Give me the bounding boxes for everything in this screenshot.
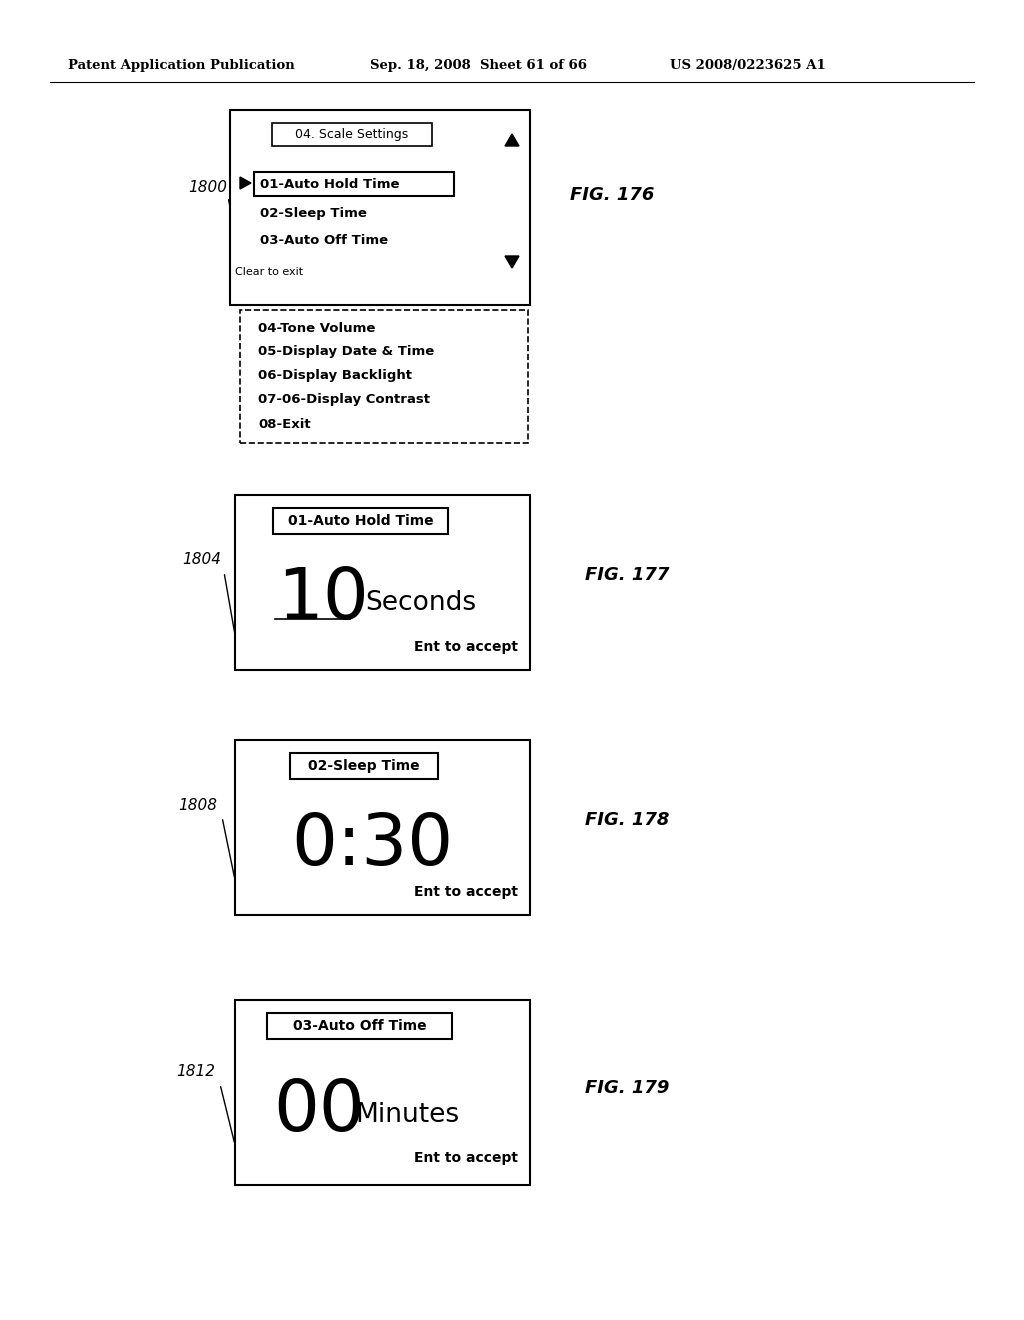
Bar — [240, 310, 528, 444]
Text: 01-Auto Hold Time: 01-Auto Hold Time — [288, 513, 433, 528]
Bar — [272, 123, 432, 147]
Text: FIG. 176: FIG. 176 — [570, 186, 654, 205]
Bar — [234, 495, 530, 671]
Polygon shape — [505, 256, 519, 268]
Bar — [273, 508, 449, 535]
Text: 02-Sleep Time: 02-Sleep Time — [260, 206, 367, 219]
Text: 08-Exit: 08-Exit — [258, 417, 310, 430]
Text: 1800: 1800 — [188, 180, 227, 194]
Text: Minutes: Minutes — [355, 1102, 459, 1129]
Polygon shape — [240, 177, 251, 189]
Text: Seconds: Seconds — [365, 590, 476, 616]
Text: 07-06-Display Contrast: 07-06-Display Contrast — [258, 393, 430, 407]
Text: 02-Sleep Time: 02-Sleep Time — [308, 759, 420, 774]
Text: Ent to accept: Ent to accept — [414, 640, 518, 653]
Polygon shape — [505, 135, 519, 147]
Bar — [230, 110, 530, 305]
Text: 06-Display Backlight: 06-Display Backlight — [258, 370, 412, 383]
Bar — [254, 172, 454, 195]
Text: 1804: 1804 — [182, 553, 221, 568]
Bar — [234, 1001, 530, 1185]
Bar — [267, 1012, 452, 1039]
Text: Ent to accept: Ent to accept — [414, 1151, 518, 1166]
Text: 03-Auto Off Time: 03-Auto Off Time — [293, 1019, 426, 1034]
Text: 1812: 1812 — [176, 1064, 215, 1080]
Text: 10: 10 — [278, 565, 369, 635]
Text: FIG. 179: FIG. 179 — [585, 1078, 670, 1097]
Text: 0:30: 0:30 — [292, 810, 454, 879]
Text: Ent to accept: Ent to accept — [414, 884, 518, 899]
Text: 01-Auto Hold Time: 01-Auto Hold Time — [260, 177, 399, 190]
Text: Clear to exit: Clear to exit — [234, 267, 303, 277]
Text: US 2008/0223625 A1: US 2008/0223625 A1 — [670, 58, 825, 71]
Text: Sep. 18, 2008  Sheet 61 of 66: Sep. 18, 2008 Sheet 61 of 66 — [370, 58, 587, 71]
Text: 03-Auto Off Time: 03-Auto Off Time — [260, 234, 388, 247]
Bar — [234, 741, 530, 915]
Text: 04. Scale Settings: 04. Scale Settings — [295, 128, 409, 141]
Text: 1808: 1808 — [178, 797, 217, 813]
Text: FIG. 177: FIG. 177 — [585, 566, 670, 583]
Text: 05-Display Date & Time: 05-Display Date & Time — [258, 346, 434, 359]
Text: Patent Application Publication: Patent Application Publication — [68, 58, 295, 71]
Bar — [290, 752, 438, 779]
Text: FIG. 178: FIG. 178 — [585, 810, 670, 829]
Text: 04-Tone Volume: 04-Tone Volume — [258, 322, 376, 334]
Text: 00: 00 — [273, 1077, 365, 1147]
